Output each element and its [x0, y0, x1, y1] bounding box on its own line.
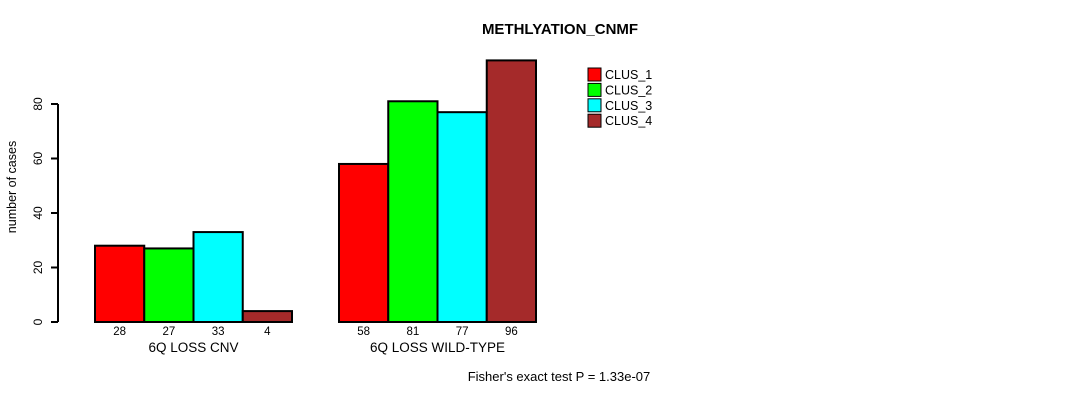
bar-value-label: 33 [212, 326, 225, 338]
bar-value-label: 28 [113, 326, 126, 338]
legend-swatch-clus_1 [587, 67, 602, 82]
bar-value-label: 96 [505, 326, 518, 338]
bar-value-label: 4 [264, 326, 271, 338]
bar-clus_3-1 [192, 231, 244, 323]
bar-clus_2-2 [387, 100, 439, 324]
bar-value-labels: 28 27 33 4 58 81 77 96 [113, 326, 518, 338]
bar-clus_1-1 [94, 244, 146, 323]
legend-swatch-clus_4 [587, 113, 602, 128]
bar-clus_2-1 [143, 247, 195, 323]
category-label: 6Q LOSS CNV [148, 340, 238, 355]
category-labels: 6Q LOSS CNV 6Q LOSS WILD-TYPE [148, 340, 505, 355]
fisher-test-annotation: Fisher's exact test P = 1.33e-07 [468, 369, 651, 384]
y-tick-label: 40 [31, 206, 45, 220]
bar-clus_4-2 [485, 59, 537, 324]
y-tick-label: 80 [31, 97, 45, 111]
bar-value-label: 58 [357, 326, 370, 338]
legend-label: CLUS_4 [605, 114, 652, 128]
category-label: 6Q LOSS WILD-TYPE [370, 340, 505, 355]
y-axis-label: number of cases [5, 141, 19, 233]
legend-label: CLUS_1 [605, 68, 652, 82]
bar-value-label: 81 [406, 326, 419, 338]
bar-clus_3-2 [436, 111, 488, 323]
y-tick-label: 0 [31, 318, 45, 325]
bar-clus_1-2 [338, 162, 390, 323]
legend-swatch-clus_3 [587, 98, 602, 113]
bar-clus_4-1 [241, 310, 293, 324]
legend-swatch-clus_2 [587, 82, 602, 97]
chart-title: METHLYATION_CNMF [482, 21, 638, 38]
y-tick-label: 20 [31, 261, 45, 275]
legend-label: CLUS_2 [605, 83, 652, 97]
bar-series-group [94, 59, 537, 324]
y-axis: 0 20 40 60 80 [31, 97, 59, 325]
legend-label: CLUS_3 [605, 99, 652, 113]
bar-value-label: 77 [456, 326, 469, 338]
y-tick-label: 60 [31, 152, 45, 166]
bar-value-label: 27 [162, 326, 175, 338]
